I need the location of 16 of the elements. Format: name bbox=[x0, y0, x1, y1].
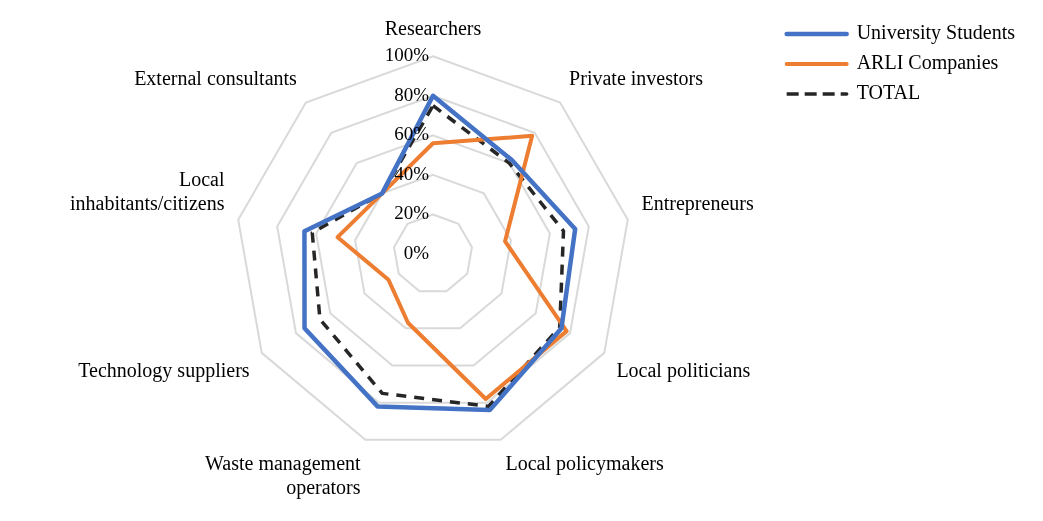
y-tick-label: 80% bbox=[394, 83, 430, 105]
legend-label: ARLI Companies bbox=[856, 51, 999, 75]
spoke-label: Researchers bbox=[384, 17, 482, 40]
y-tick-label: 20% bbox=[394, 202, 430, 224]
legend-label: TOTAL bbox=[856, 81, 921, 104]
y-tick-label: 0% bbox=[403, 241, 430, 263]
spoke-label: Waste management operators bbox=[205, 452, 362, 500]
spoke-label: Local policymakers bbox=[505, 452, 664, 476]
y-tick-label: 100% bbox=[384, 44, 430, 66]
spoke-label: Technology suppliers bbox=[78, 359, 250, 383]
spoke-label: Local politicians bbox=[616, 359, 751, 383]
spoke-label: Local inhabitants/citizens bbox=[70, 168, 225, 215]
spoke-label: External consultants bbox=[134, 67, 298, 90]
legend-label: University Students bbox=[856, 21, 1016, 45]
spoke-label: Private investors bbox=[569, 67, 704, 90]
spoke-label: Entrepreneurs bbox=[641, 192, 754, 216]
